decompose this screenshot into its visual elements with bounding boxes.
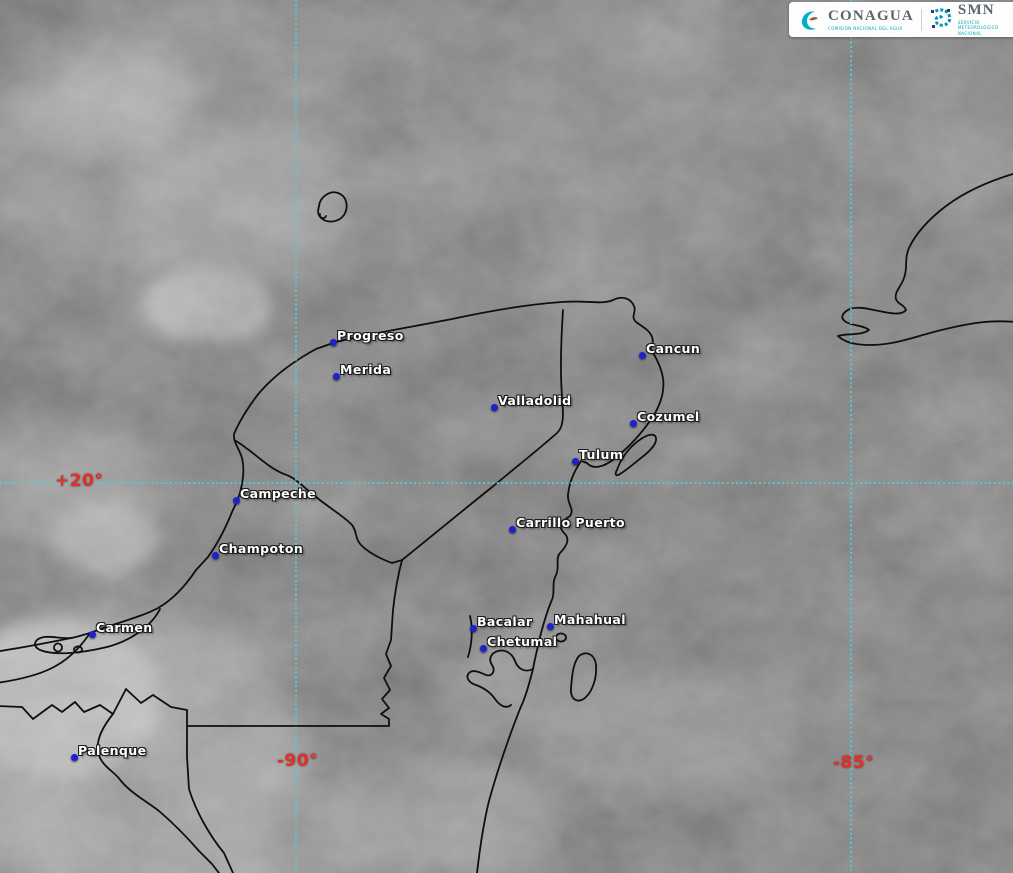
city-dot-icon bbox=[480, 645, 487, 652]
smn-name: SMN bbox=[957, 1, 995, 18]
city-label: Bacalar bbox=[477, 614, 533, 629]
smn-logo: SMN SERVICIO METEOROLÓGICO NACIONAL bbox=[929, 1, 1002, 36]
city-dot-icon bbox=[89, 631, 96, 638]
longitude-label: -85° bbox=[833, 753, 875, 773]
city-label: Mahahual bbox=[554, 612, 626, 627]
latitude-label: +20° bbox=[55, 471, 104, 491]
state-border-yucatan-quintana-roo bbox=[401, 309, 564, 561]
city-label: Merida bbox=[340, 362, 392, 377]
conagua-logo: CONAGUA COMISIÓN NACIONAL DEL AGUA bbox=[799, 8, 914, 32]
bay-island bbox=[570, 652, 598, 702]
smn-subtitle: SERVICIO METEOROLÓGICO NACIONAL bbox=[957, 19, 999, 36]
conagua-name: CONAGUA bbox=[828, 7, 914, 24]
city-dot-icon bbox=[71, 754, 78, 761]
conagua-wave-icon bbox=[802, 10, 818, 30]
city-label: Campeche bbox=[240, 486, 317, 501]
cozumel-island bbox=[614, 433, 657, 477]
city-dot-icon bbox=[333, 373, 340, 380]
conagua-subtitle: COMISIÓN NACIONAL DEL AGUA bbox=[828, 25, 903, 31]
city-dot-icon bbox=[212, 552, 219, 559]
logo-divider bbox=[920, 8, 922, 31]
city-dot-icon bbox=[630, 420, 637, 427]
city-label: Tulum bbox=[579, 447, 624, 462]
state-border-tabasco bbox=[0, 632, 91, 684]
city-dot-icon bbox=[572, 458, 579, 465]
city-label: Chetumal bbox=[487, 634, 558, 649]
alacranes-reef bbox=[317, 191, 348, 223]
city-dot-icon bbox=[233, 497, 240, 504]
city-dot-icon bbox=[491, 404, 498, 411]
city-label: Carrillo Puerto bbox=[516, 515, 625, 530]
coastal-blob bbox=[555, 632, 567, 643]
longitude-label: -90° bbox=[277, 751, 319, 771]
city-dot-icon bbox=[509, 526, 516, 533]
state-border-yucatan-campeche bbox=[235, 440, 403, 564]
city-label: Progreso bbox=[337, 328, 404, 343]
coastline-main bbox=[0, 296, 665, 873]
state-border-sw-zigzag bbox=[0, 688, 188, 727]
laguna-terminos bbox=[34, 608, 161, 655]
state-border-campeche-quintana-roo bbox=[186, 559, 403, 873]
state-border-chiapas-guatemala bbox=[96, 713, 220, 873]
bacalar-lagoon bbox=[467, 615, 473, 658]
logo-bar: CONAGUA COMISIÓN NACIONAL DEL AGUA SMN S… bbox=[789, 2, 1013, 37]
city-label: Cozumel bbox=[637, 409, 700, 424]
city-label: Valladolid bbox=[498, 393, 572, 408]
city-label: Carmen bbox=[96, 620, 153, 635]
city-dot-icon bbox=[470, 625, 477, 632]
chetumal-bay bbox=[466, 649, 534, 708]
city-dot-icon bbox=[330, 339, 337, 346]
city-label: Cancun bbox=[646, 341, 701, 356]
city-label: Champoton bbox=[219, 541, 304, 556]
smn-spiral-icon bbox=[930, 8, 952, 29]
city-dot-icon bbox=[547, 623, 554, 630]
city-dot-icon bbox=[639, 352, 646, 359]
city-label: Palenque bbox=[78, 743, 147, 758]
